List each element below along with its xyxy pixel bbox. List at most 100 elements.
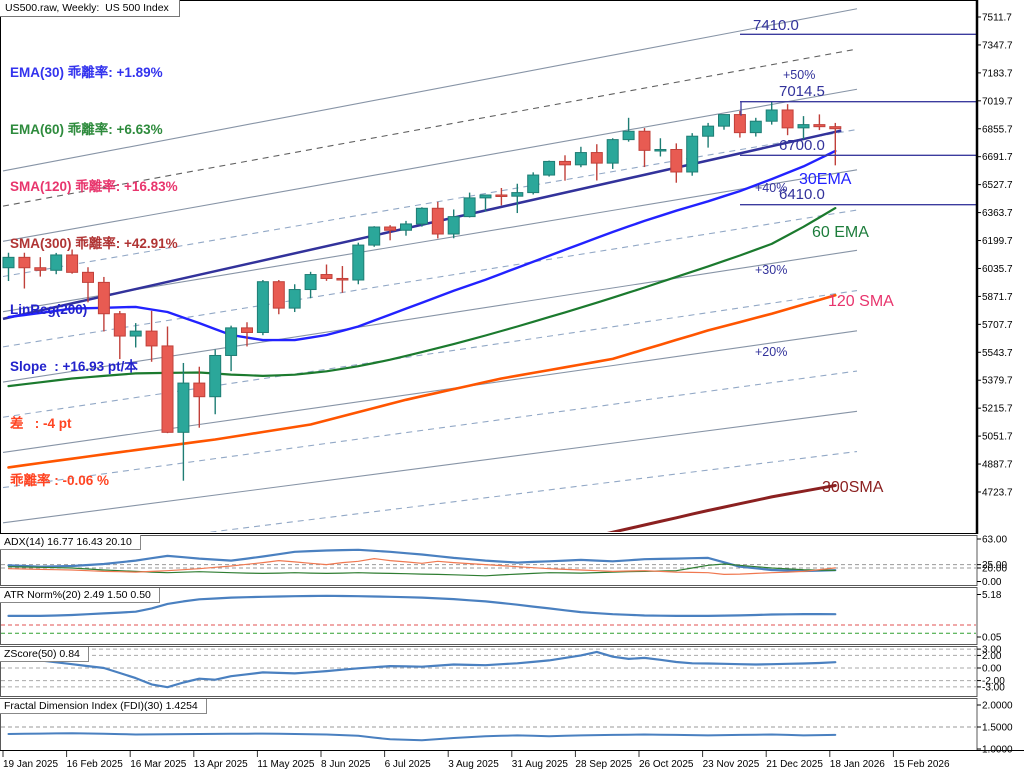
candle-body [829,126,842,130]
candle-body [686,135,699,173]
price-axis-label: 5379.7 [982,376,1013,387]
candle-body [574,152,587,166]
candle-body [527,174,540,194]
annotation-120-sma: 120 SMA [828,293,894,310]
candle-body [193,382,206,398]
price-axis-label: 7019.7 [982,96,1013,107]
channel-line-plus5pct [206,450,858,532]
date-axis-label: 16 Mar 2025 [130,759,187,770]
zscore-panel[interactable]: 3.002.00 0.00-2.00-3.00 [0,645,1006,697]
date-axis-label: 31 Aug 2025 [512,759,569,770]
price-axis-label: 5871.7 [982,292,1013,303]
candle-body [272,281,285,309]
zscore-axis-label: 2.00 [982,651,1002,662]
date-axis-label: 8 Jun 2025 [321,759,371,770]
adx-axis-label: 63.00 [982,535,1007,546]
adx-axis-label: 0.00 [982,577,1002,588]
candle-body [463,197,476,218]
candle-body [638,130,651,151]
candle-body [447,216,460,235]
legend-ema60: EMA(60) 乖離率: +6.63% [10,122,163,137]
candle-body [590,152,603,164]
zscore-axis-label: 0.00 [982,664,1002,675]
candle-body [495,194,508,197]
atr-panel-frame [0,587,978,645]
legend-linreg: LinReg(200) [10,302,88,317]
annotation--30-: +30% [755,263,787,277]
candle-body [209,354,222,398]
candle-body [97,281,110,315]
channel-line-plus30pct [2,249,858,383]
candle-body [336,277,349,281]
price-axis-label: 4723.7 [982,487,1013,498]
main-chart-area[interactable] [2,8,858,558]
candle-body [511,192,524,197]
date-axis-label: 13 Apr 2025 [194,759,248,770]
price-axis-label: 6363.7 [982,208,1013,219]
fdi-panel-header: Fractal Dimension Index (FDI)(30) 1.4254 [0,699,207,714]
adx-main [7,548,837,573]
candle-body [288,289,301,309]
candle-body [654,148,667,152]
annotation--40-: +40% [755,181,787,195]
candle-body [18,256,31,269]
adx-minus-di [7,557,836,576]
candle-body [781,109,794,129]
candle-body [2,256,15,269]
annotation--20-: +20% [755,345,787,359]
fdi-axis-label: 1.5000 [982,723,1013,734]
candle-body [384,226,397,231]
candle-body [479,194,492,199]
date-axis-label: 28 Sep 2025 [575,759,632,770]
candle-body [702,125,715,137]
candle-body [34,267,47,271]
zscore-panel-header: ZScore(50) 0.84 [0,647,89,662]
price-axis-label: 7183.7 [982,68,1013,79]
price-level-label: 6410.0 [779,186,825,203]
atr-norm [7,594,837,618]
zscore-axis-label: 3.00 [982,645,1002,656]
atr-axis-label: 0.05 [982,633,1002,644]
indicator-legend: EMA(30) 乖離率: +1.89% EMA(60) 乖離率: +6.63% … [10,25,178,528]
candle-body [241,327,253,333]
adx-panel-header: ADX(14) 16.77 16.43 20.10 [0,535,141,550]
date-axis-label: 21 Dec 2025 [766,759,823,770]
legend-difference: 差 : -4 pt [10,416,72,431]
atr-axis-label: 5.18 [982,590,1002,601]
legend-sma300: SMA(300) 乖離率: +42.91% [10,236,178,251]
legend-sma120: SMA(120) 乖離率: +16.83% [10,179,178,194]
candle-body [765,109,778,122]
channel-line-plus25pct [2,289,858,418]
price-axis-label: 6855.7 [982,124,1013,135]
price-axis-label: 6199.7 [982,236,1013,247]
date-axis-label: 19 Jan 2025 [3,759,58,770]
ema30-line [7,149,837,342]
candle-body [400,223,412,231]
candle-body [718,114,730,127]
zscore-panel-frame [0,646,978,697]
price-level-label: 7014.5 [779,83,825,100]
candle-body [749,120,762,134]
fdi-axis-label: 2.0000 [982,701,1013,712]
candle-body [161,345,174,433]
candle-body [606,139,619,164]
candle-body [145,330,158,347]
date-axis[interactable]: 19 Jan 2025 16 Feb 2025 16 Mar 2025 13 Apr … [2,751,950,770]
chart-title: US500.raw, Weekly: US 500 Index [0,0,180,17]
candle-body [670,148,683,173]
candle-body [415,207,428,225]
adx-axis-label: 20.00 [982,564,1007,575]
candle-body [543,160,556,176]
channel-line-plus35pct [2,209,858,348]
price-level-label: 6700.0 [779,137,825,154]
candle-body [177,382,190,433]
atr-panel[interactable]: 5.18 0.05 [0,587,1002,645]
candle-body [352,244,365,281]
channel-line-plus15pct [2,370,858,489]
candle-body [622,130,635,141]
channel-line-plus50pct [2,88,858,242]
channel-line-plus60pct [2,8,858,172]
